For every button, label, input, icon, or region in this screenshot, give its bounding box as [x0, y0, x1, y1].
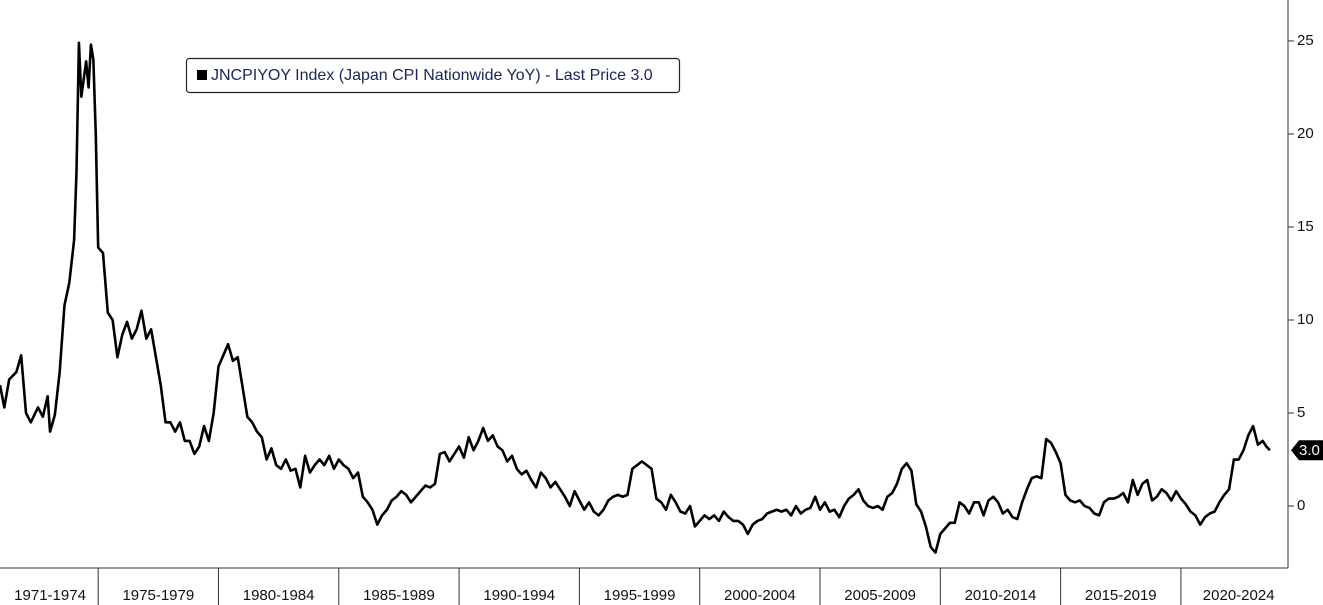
- x-tick-label: 1975-1979: [122, 587, 194, 604]
- y-tick-label: 0: [1297, 497, 1305, 514]
- x-tick-label: 1985-1989: [363, 587, 435, 604]
- legend-swatch: [197, 70, 207, 80]
- x-tick-label: 1995-1999: [604, 587, 676, 604]
- x-tick-label: 2005-2009: [844, 587, 916, 604]
- series-line: [0, 41, 1271, 554]
- legend-box: [185, 57, 681, 94]
- y-tick-label: 20: [1297, 125, 1314, 142]
- x-tick-label: 2000-2004: [724, 587, 796, 604]
- y-tick-label: 5: [1297, 404, 1305, 421]
- last-price-label: 3.0: [1299, 442, 1320, 459]
- x-tick-label: 1990-1994: [483, 587, 555, 604]
- y-tick-label: 10: [1297, 311, 1314, 328]
- x-tick-label: 1971-1974: [14, 587, 86, 604]
- x-tick-label: 2010-2014: [965, 587, 1037, 604]
- x-tick-label: 1980-1984: [243, 587, 315, 604]
- x-tick-label: 2015-2019: [1085, 587, 1157, 604]
- y-tick-label: 25: [1297, 32, 1314, 49]
- x-tick-label: 2020-2024: [1203, 587, 1275, 604]
- last-price-flag: [1291, 440, 1323, 461]
- y-tick-label: 15: [1297, 218, 1314, 235]
- legend-label: JNCPIYOY Index (Japan CPI Nationwide YoY…: [211, 67, 653, 84]
